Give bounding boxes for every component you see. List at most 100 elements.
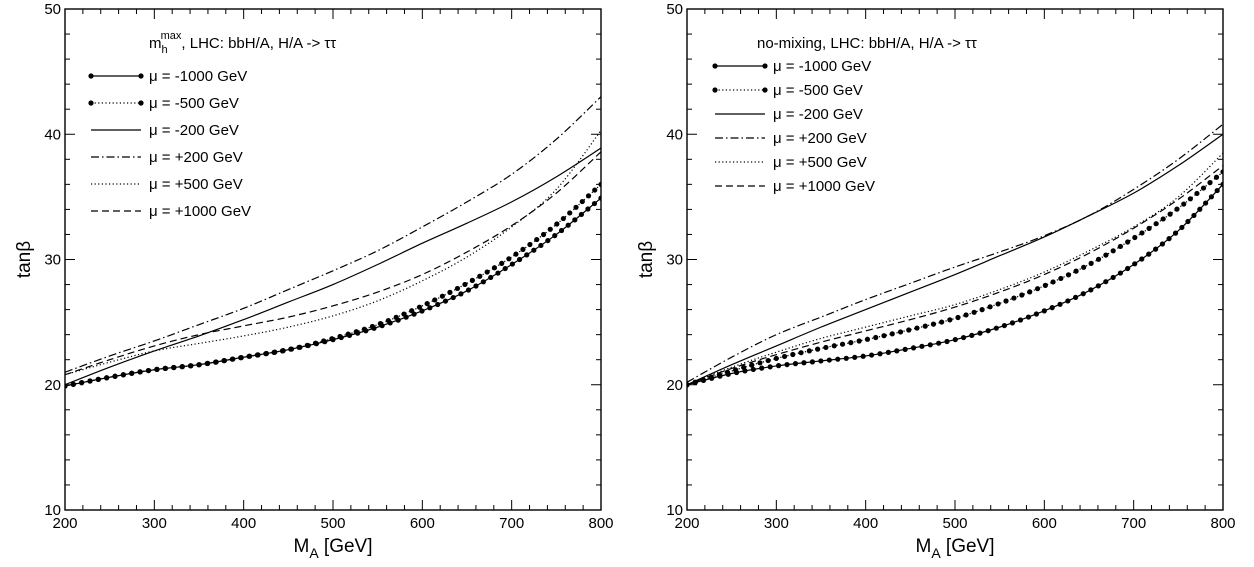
series-2-marker bbox=[906, 327, 912, 333]
series-1-marker bbox=[1017, 317, 1024, 323]
series-2-marker bbox=[987, 304, 993, 310]
series-1-marker bbox=[538, 242, 544, 249]
series-2-marker bbox=[579, 198, 585, 205]
y-tick-label: 40 bbox=[44, 126, 61, 143]
series-line-3 bbox=[687, 133, 1223, 386]
series-1-marker bbox=[480, 279, 486, 285]
series-2-marker bbox=[930, 321, 937, 327]
x-axis: 200 300 400 500 600 700 800 bbox=[52, 9, 614, 532]
series-2-marker bbox=[424, 300, 430, 307]
legend-label-5: μ = +500 GeV bbox=[149, 176, 243, 193]
chart-panel-1: 200 300 400 500 600 700 800 10 20 30 40 50 MA [GeV] t… bbox=[14, 1, 614, 561]
series-2-marker bbox=[1027, 289, 1033, 295]
series-1-marker bbox=[969, 332, 975, 338]
x-tick-label: 700 bbox=[1121, 515, 1146, 532]
series-1-marker bbox=[572, 217, 578, 223]
legend: μ = -1000 GeV μ = -500 GeV μ = -200 GeV μ =… bbox=[88, 68, 251, 220]
series-2-marker bbox=[432, 297, 438, 303]
series-2-marker bbox=[162, 365, 168, 371]
series-1-marker bbox=[442, 298, 449, 304]
panel-title: no-mixing, LHC: bbH/A, H/A -> ττ bbox=[757, 35, 977, 52]
series-2-marker bbox=[137, 369, 143, 375]
series-2-marker bbox=[1034, 286, 1041, 292]
series-1-marker bbox=[1117, 270, 1124, 276]
series-2-marker bbox=[1174, 206, 1180, 212]
series-2-marker bbox=[462, 281, 468, 288]
series-2-marker bbox=[229, 356, 235, 362]
series-2-marker bbox=[254, 352, 260, 358]
series-1-marker bbox=[936, 340, 942, 346]
series-2-marker bbox=[1011, 295, 1017, 301]
series-2-marker bbox=[1050, 279, 1056, 285]
series-2-marker bbox=[724, 369, 731, 375]
series-1-marker bbox=[585, 206, 591, 212]
series-2-marker bbox=[179, 364, 185, 370]
legend-label-4: μ = +200 GeV bbox=[149, 149, 243, 166]
series-2-marker bbox=[296, 344, 302, 350]
series-2-marker bbox=[154, 366, 160, 372]
series-1-marker bbox=[450, 294, 456, 301]
series-2-marker bbox=[213, 359, 219, 365]
series-1-marker bbox=[826, 357, 832, 363]
series-1-marker bbox=[1049, 305, 1055, 311]
series-2-marker bbox=[520, 246, 526, 252]
series-1-marker bbox=[775, 363, 782, 369]
legend-marker bbox=[138, 100, 144, 106]
series-1-marker bbox=[944, 338, 950, 345]
series-2-marker bbox=[187, 363, 194, 369]
series-2-marker bbox=[1167, 211, 1173, 217]
series-2-marker bbox=[1194, 190, 1200, 197]
series-2-marker bbox=[1187, 196, 1193, 202]
series-1-marker bbox=[1220, 181, 1223, 187]
series-2-marker bbox=[1081, 264, 1087, 270]
series-2-marker bbox=[271, 349, 277, 355]
series-2-marker bbox=[765, 357, 771, 364]
series-2-marker bbox=[145, 367, 151, 374]
legend-label-2: μ = -500 GeV bbox=[773, 82, 863, 99]
series-2-marker bbox=[947, 317, 953, 323]
series-2-marker bbox=[95, 376, 101, 382]
series-1-marker bbox=[545, 237, 551, 244]
series-2-marker bbox=[864, 336, 871, 342]
series-2-marker bbox=[592, 187, 598, 193]
legend-marker bbox=[88, 73, 94, 79]
series-1-marker bbox=[488, 274, 494, 281]
series-2-marker bbox=[447, 289, 453, 295]
series-2-marker bbox=[527, 241, 533, 248]
series-1-marker bbox=[531, 247, 537, 253]
legend-label-3: μ = -200 GeV bbox=[773, 106, 863, 123]
y-tick-label: 50 bbox=[44, 1, 61, 18]
y-tick-label: 20 bbox=[666, 377, 683, 394]
legend-marker bbox=[762, 87, 768, 93]
x-tick-label: 500 bbox=[320, 515, 345, 532]
series-line-6 bbox=[65, 151, 601, 376]
series-1-marker bbox=[427, 305, 433, 311]
x-tick-label: 800 bbox=[588, 515, 613, 532]
series-1-marker bbox=[792, 361, 799, 367]
panel-title: mhmax, LHC: bbH/A, H/A -> ττ bbox=[149, 30, 336, 56]
series-2-marker bbox=[1019, 292, 1025, 298]
series-2-marker bbox=[749, 362, 755, 368]
series-1-marker bbox=[852, 354, 858, 360]
x-axis: 200 300 400 500 600 700 800 bbox=[674, 9, 1236, 532]
series-2-marker bbox=[831, 343, 837, 349]
series-1-marker bbox=[1009, 320, 1016, 326]
legend-marker bbox=[138, 73, 144, 79]
series-line-1 bbox=[687, 183, 1223, 386]
series-2-marker bbox=[1220, 169, 1223, 175]
series-1-marker bbox=[552, 233, 558, 239]
series-2-marker bbox=[263, 351, 269, 357]
series-2-marker bbox=[409, 308, 415, 314]
series-2-marker bbox=[897, 329, 904, 335]
series-1-marker bbox=[1088, 287, 1094, 293]
series-line-4 bbox=[65, 96, 601, 373]
series-1-marker bbox=[495, 270, 501, 276]
series-2-marker bbox=[914, 325, 920, 331]
series-1-marker bbox=[1103, 279, 1109, 285]
series-2-marker bbox=[554, 221, 560, 227]
series-2-marker bbox=[87, 378, 93, 384]
series-2-marker bbox=[732, 367, 739, 373]
legend-marker bbox=[88, 100, 94, 106]
legend-label-4: μ = +200 GeV bbox=[773, 130, 867, 147]
series-1-marker bbox=[458, 291, 464, 297]
